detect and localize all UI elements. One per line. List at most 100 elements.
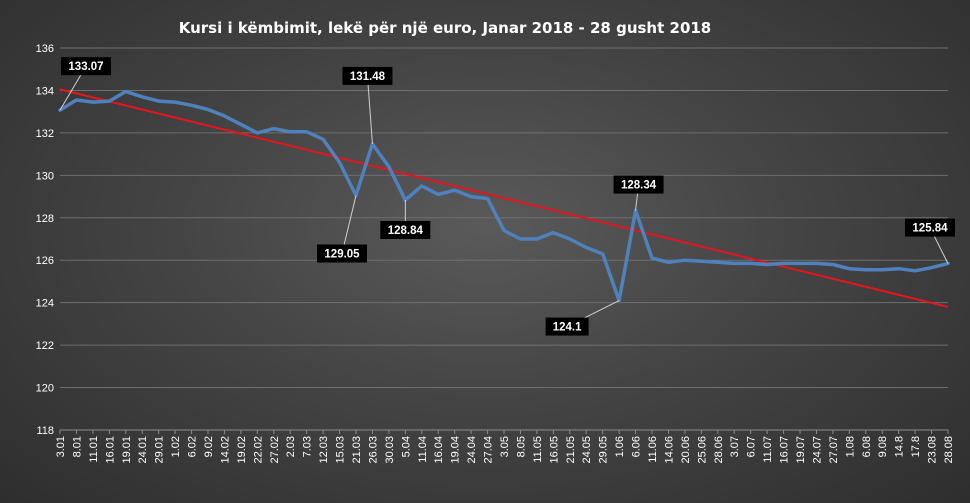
x-tick-label: 1.02: [170, 436, 182, 457]
data-point: [272, 127, 275, 130]
x-tick-label: 19.01: [121, 436, 133, 464]
y-tick-label: 126: [36, 255, 54, 267]
x-tick-label: 11.05: [532, 436, 544, 463]
series-layer: [58, 88, 950, 308]
x-tick-label: 19.04: [450, 436, 462, 464]
data-point: [733, 262, 736, 265]
x-tick-label: 23.08: [927, 436, 939, 464]
data-point: [420, 184, 423, 188]
y-tick-label: 118: [36, 425, 54, 437]
callout-leader: [366, 75, 373, 144]
data-point: [930, 266, 933, 269]
y-tick-label: 130: [36, 170, 54, 182]
x-tick-label: 24.07: [811, 436, 823, 464]
data-point: [848, 267, 851, 270]
x-tick-label: 3.01: [55, 436, 67, 457]
x-tick-label: 15.03: [335, 436, 347, 464]
data-point: [256, 131, 259, 135]
callout-box: [317, 244, 367, 263]
data-point: [486, 197, 489, 200]
x-tick-label: 16.05: [548, 436, 560, 464]
y-tick-label: 136: [36, 43, 54, 55]
x-tick-label: 9.08: [877, 436, 889, 457]
callout-box: [905, 218, 955, 237]
x-tick-label: 14.8: [894, 436, 906, 457]
y-tick-label: 124: [36, 298, 54, 310]
data-point: [338, 161, 341, 164]
data-label: 125.84: [912, 223, 948, 235]
data-point: [289, 130, 292, 134]
callout-box: [342, 66, 393, 85]
gridlines: [60, 47, 948, 431]
data-point: [437, 193, 440, 196]
data-point: [815, 262, 818, 265]
x-tick-label: 24.05: [581, 436, 593, 464]
callout-box: [545, 317, 589, 336]
data-point: [321, 138, 325, 141]
x-tick-label: 27.07: [828, 436, 840, 464]
data-point: [683, 259, 687, 262]
data-point: [568, 237, 571, 241]
data-point: [75, 98, 78, 102]
data-point: [749, 262, 752, 265]
data-point: [502, 229, 506, 232]
x-tick-label: 5.04: [400, 436, 412, 457]
data-point: [864, 268, 867, 271]
x-tick-label: 14.06: [663, 436, 675, 464]
x-axis: 3.01 8.01 11.01 16.01 19.01 24.01 29.01 1.02 6.0…: [55, 430, 955, 464]
x-tick-label: 8.01: [71, 436, 83, 457]
x-tick-label: 9.02: [203, 436, 215, 457]
trendline: [59, 88, 949, 308]
x-tick-label: 6.06: [631, 436, 643, 457]
x-tick-label: 25.06: [696, 436, 708, 464]
x-tick-label: 16.04: [433, 436, 445, 464]
data-point: [173, 100, 177, 104]
data-label: 129.05: [324, 248, 360, 260]
data-labels: 133.07 131.48 129.05 128.84 128.34 124.1 125.8…: [59, 57, 955, 336]
x-tick-label: 16.07: [779, 436, 791, 464]
data-point: [798, 262, 802, 265]
x-tick-label: 1.08: [844, 436, 856, 457]
x-tick-label: 22.02: [252, 436, 264, 464]
x-tick-label: 19.07: [795, 436, 807, 464]
data-point: [387, 165, 391, 169]
x-tick-label: 6.08: [861, 436, 873, 457]
callout-box: [380, 220, 431, 239]
data-point: [124, 90, 127, 93]
data-point: [223, 114, 226, 118]
data-point: [700, 260, 703, 263]
x-tick-label: 11.06: [647, 436, 659, 463]
data-point: [552, 231, 555, 234]
x-tick-label: 3.05: [499, 436, 511, 457]
x-tick-label: 20.06: [680, 436, 692, 464]
data-point: [469, 195, 473, 198]
data-point: [650, 256, 654, 260]
data-label: 128.84: [388, 225, 424, 237]
data-point: [831, 263, 835, 266]
data-point: [239, 123, 243, 126]
x-tick-label: 2.03: [285, 436, 297, 457]
x-tick-label: 17.8: [910, 436, 922, 457]
x-tick-label: 19.02: [236, 436, 248, 464]
x-tick-label: 6.07: [746, 436, 758, 457]
x-tick-label: 24.04: [466, 436, 478, 464]
y-axis: 118 120 122 124 126 128 130 132 134 136: [36, 43, 54, 437]
data-point: [601, 252, 604, 256]
data-label: 133.07: [68, 61, 103, 73]
callout-box: [613, 175, 664, 194]
data-point: [765, 263, 769, 266]
x-tick-label: 28.08: [943, 436, 955, 464]
data-point: [913, 269, 917, 273]
data-point: [881, 268, 884, 271]
x-tick-label: 21.03: [351, 436, 363, 464]
x-tick-label: 8.05: [515, 436, 527, 457]
x-tick-label: 6.02: [187, 436, 199, 457]
x-tick-label: 3.07: [729, 436, 741, 457]
x-tick-label: 12.03: [318, 436, 330, 464]
data-point: [535, 237, 539, 241]
x-tick-label: 21.05: [565, 436, 577, 464]
x-tick-label: 24.01: [137, 436, 149, 464]
data-point: [305, 130, 308, 134]
data-point: [782, 262, 785, 265]
data-label: 124.1: [553, 322, 582, 334]
